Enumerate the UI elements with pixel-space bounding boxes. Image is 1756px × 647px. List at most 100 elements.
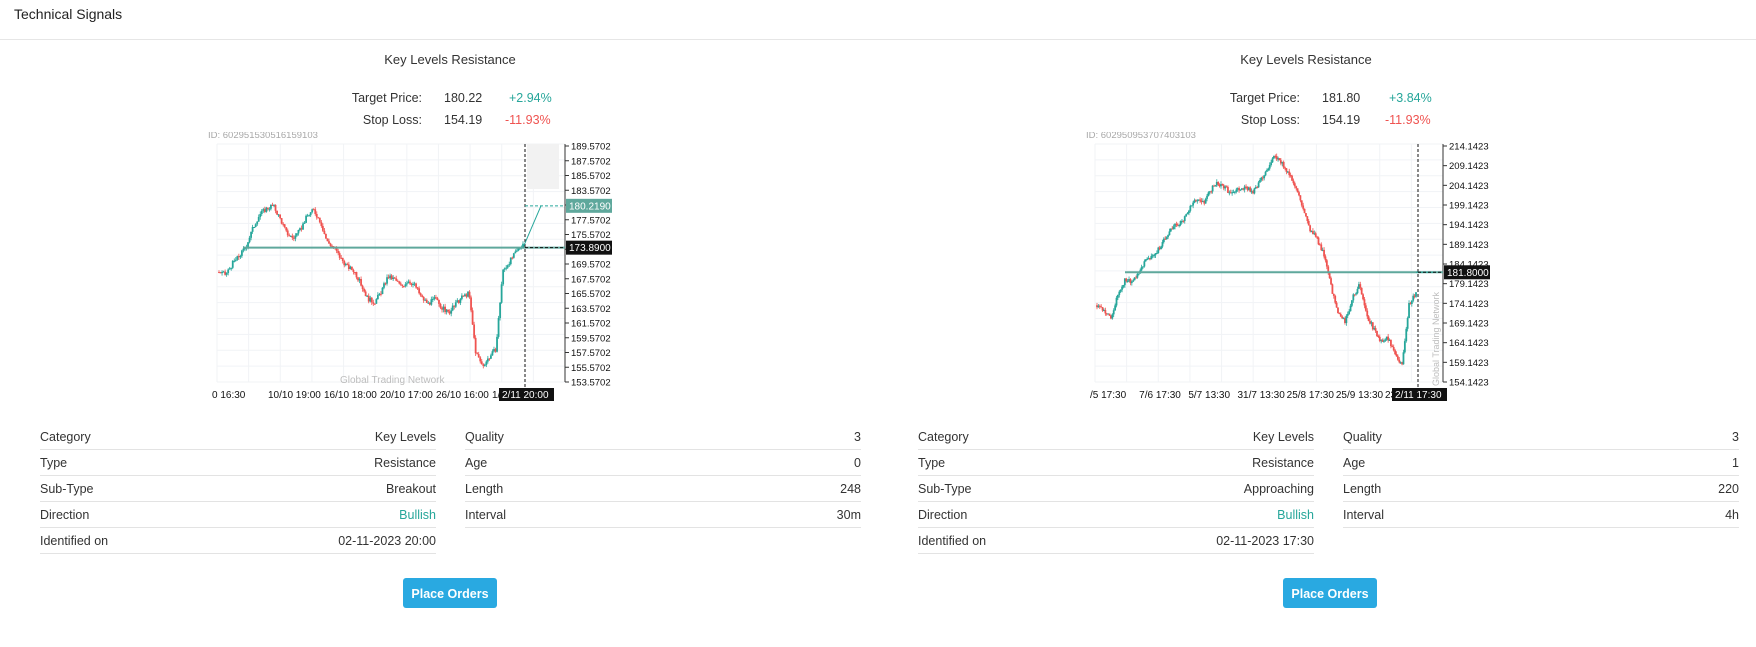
candle-body <box>1307 220 1310 226</box>
detail-key: Length <box>1343 482 1382 496</box>
candle-body <box>1239 189 1242 191</box>
candle-body <box>1199 199 1201 201</box>
candle-body <box>1380 340 1383 342</box>
candle-body <box>1267 168 1270 171</box>
detail-key: Identified on <box>918 534 987 548</box>
candle-body <box>1349 305 1352 312</box>
candle-body <box>1104 309 1107 314</box>
candle-body <box>373 303 376 305</box>
candle-body <box>435 297 437 299</box>
candle-body <box>465 294 468 297</box>
time-tag: 2/11 17:30 <box>1395 390 1442 401</box>
candle-body <box>473 324 476 338</box>
candle-body <box>1266 170 1268 172</box>
candle-body <box>1174 223 1176 227</box>
place-orders-button[interactable]: Place Orders <box>1283 578 1377 608</box>
candle-body <box>1115 297 1118 306</box>
detail-row: Direction Bullish <box>40 502 436 528</box>
candle-body <box>398 281 401 284</box>
candle-body <box>444 306 446 313</box>
place-orders-button[interactable]: Place Orders <box>403 578 497 608</box>
candle-body <box>1313 233 1316 235</box>
candle-body <box>297 229 300 234</box>
candle-body <box>1215 182 1218 186</box>
x-tick-label: 25/9 13:30 <box>1336 390 1384 401</box>
detail-key: Interval <box>465 508 506 522</box>
candle-body <box>1415 292 1417 297</box>
detail-key: Length <box>465 482 504 496</box>
detail-key: Direction <box>40 508 90 522</box>
tag-text: 181.8000 <box>1447 268 1489 279</box>
candle-body <box>1256 187 1259 189</box>
candle-body <box>357 277 359 281</box>
candle-body <box>482 364 485 366</box>
candle-body <box>1342 318 1345 320</box>
y-tick-label: 185.5702 <box>571 171 611 182</box>
candle-body <box>380 293 382 295</box>
candle-body <box>366 295 369 297</box>
candle-body <box>315 213 318 218</box>
candle-body <box>1121 286 1123 290</box>
candle-body <box>239 255 242 258</box>
candle-body <box>457 300 460 303</box>
candle-body <box>1183 216 1186 221</box>
candle-body <box>468 291 471 298</box>
candle-body <box>376 294 379 300</box>
target-price-value: 180.22 <box>444 91 483 105</box>
detail-value: 220 <box>1718 482 1739 496</box>
candle-body <box>1323 249 1325 257</box>
candle-body <box>312 209 315 211</box>
y-tick-label: 179.1423 <box>1449 279 1489 290</box>
candle-body <box>1381 340 1384 342</box>
candle-body <box>1299 195 1302 201</box>
candle-body <box>1224 186 1227 189</box>
candle-body <box>241 250 243 256</box>
candle-body <box>486 358 489 362</box>
y-tick-label: 177.5702 <box>571 215 611 226</box>
candle-body <box>1373 328 1376 330</box>
target-price-pct: +2.94% <box>509 91 552 105</box>
candle-body <box>1366 310 1369 317</box>
candle-body <box>1130 281 1133 284</box>
price-chart[interactable]: 214.1423 209.1423 204.1423 199.1423 194.1423… <box>1083 132 1563 402</box>
candle-body <box>294 235 297 239</box>
candle-body <box>412 283 414 285</box>
candle-body <box>1162 238 1165 243</box>
candle-body <box>1305 213 1307 217</box>
candle-body <box>497 318 500 337</box>
candle-body <box>352 269 355 272</box>
candle-body <box>299 228 301 230</box>
candle-body <box>1334 295 1337 303</box>
candle-body <box>1288 171 1291 176</box>
candle-body <box>1169 228 1172 232</box>
candle-body <box>234 259 237 261</box>
candle-body <box>1398 359 1401 363</box>
candle-body <box>1296 188 1299 193</box>
y-tick-label: 163.5702 <box>571 304 611 315</box>
details-left-column: Category Key Levels Type Resistance Sub-Type… <box>918 424 1314 554</box>
y-tick-label: 189.1423 <box>1449 240 1489 251</box>
candle-body <box>1341 316 1344 319</box>
candle-body <box>456 300 459 303</box>
candle-body <box>225 273 228 275</box>
price-chart[interactable]: 189.5702187.5702185.5702183.5702181.5702… <box>205 132 685 402</box>
candle-body <box>292 237 295 239</box>
detail-key: Direction <box>918 508 968 522</box>
watermark: Global Trading Network <box>340 375 445 386</box>
detail-key: Quality <box>1343 430 1382 444</box>
candle-body <box>266 207 269 209</box>
candle-body <box>1318 244 1321 246</box>
detail-row: Category Key Levels <box>40 424 436 450</box>
candle-body <box>387 277 390 279</box>
signal-panel: Key Levels Resistance Target Price: 181.… <box>878 40 1756 647</box>
candle-body <box>370 297 373 303</box>
candle-body <box>1278 158 1281 161</box>
candle-body <box>506 265 509 268</box>
candle-body <box>317 217 320 219</box>
y-tick-label: 155.5702 <box>571 363 611 374</box>
detail-value: Bullish <box>399 508 436 522</box>
candle-body <box>1182 220 1185 222</box>
candle-body <box>1338 313 1341 315</box>
candle-body <box>470 297 472 311</box>
tag-text: 180.2190 <box>569 201 611 212</box>
